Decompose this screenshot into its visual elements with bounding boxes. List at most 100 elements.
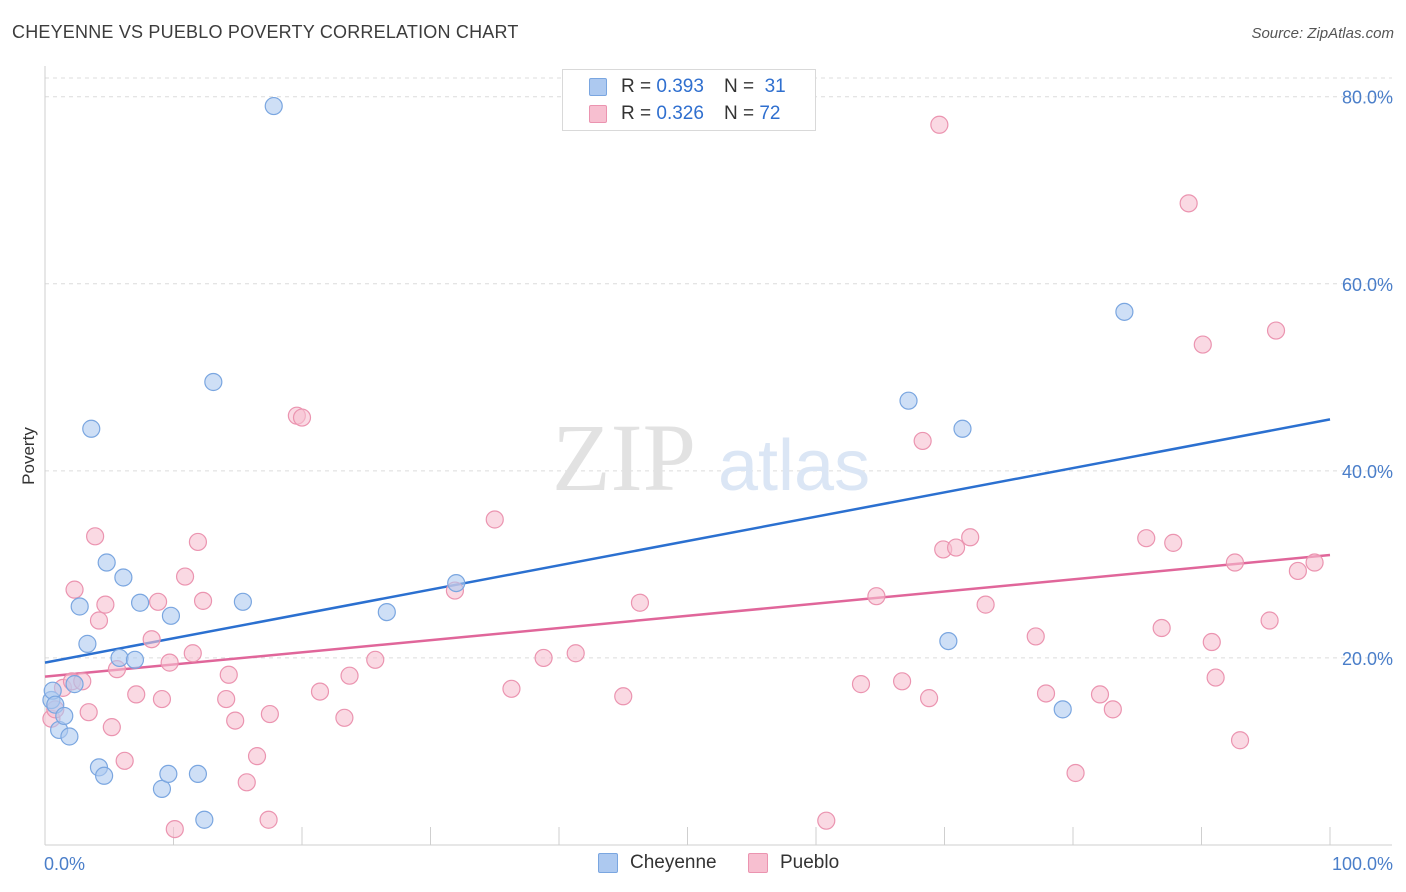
pueblo-point xyxy=(1260,611,1279,630)
y-tick-label: 60.0% xyxy=(1342,275,1393,295)
cheyenne-point xyxy=(264,96,283,116)
cheyenne-point xyxy=(159,764,178,784)
pueblo-point xyxy=(127,685,146,704)
cheyenne-point xyxy=(55,706,74,726)
pueblo-point xyxy=(485,510,504,529)
pueblo-point xyxy=(946,538,966,557)
cheyenne-swatch xyxy=(598,853,618,873)
cheyenne-point xyxy=(95,766,114,785)
pueblo-point xyxy=(913,431,932,451)
cheyenne-point xyxy=(97,553,116,572)
x-tick-label: 100.0% xyxy=(1332,854,1393,874)
grid-lines xyxy=(45,77,1392,659)
pueblo-point xyxy=(1066,763,1085,783)
pueblo-point xyxy=(183,644,202,663)
pueblo-point xyxy=(1288,561,1307,581)
pueblo-point xyxy=(89,611,109,630)
pueblo-point xyxy=(160,653,179,672)
pueblo-point xyxy=(534,648,553,668)
pueblo-point xyxy=(340,666,359,685)
pueblo-point xyxy=(1225,553,1245,572)
pueblo-point xyxy=(152,689,172,709)
legend-n-label: N = xyxy=(723,76,755,97)
pueblo-point xyxy=(1137,529,1156,548)
cheyenne-point xyxy=(377,602,396,622)
pueblo-point xyxy=(366,650,385,669)
legend: R = 0.393 N = 31 R = 0.326 N = 72 xyxy=(562,69,816,131)
cheyenne-point xyxy=(125,650,145,669)
pueblo-point xyxy=(260,704,279,724)
y-axis-label: Poverty xyxy=(19,427,38,485)
pueblo-swatch xyxy=(748,853,768,873)
pueblo-swatch xyxy=(589,105,607,123)
pueblo-point xyxy=(1026,627,1045,646)
x-tick-label: 0.0% xyxy=(44,854,85,874)
cheyenne-point xyxy=(78,634,97,653)
y-tick-labels: 20.0% 40.0% 60.0% 80.0% xyxy=(1342,88,1393,669)
legend-r-value: 0.326 xyxy=(656,103,704,124)
cheyenne-point xyxy=(70,597,89,616)
cheyenne-trend-line xyxy=(44,418,1331,664)
pueblo-point xyxy=(1103,700,1122,719)
pueblo-point xyxy=(86,527,105,546)
pueblo-point xyxy=(1266,321,1286,340)
bottom-legend-cheyenne: Cheyenne xyxy=(598,852,717,874)
pueblo-point xyxy=(961,528,980,547)
cheyenne-point xyxy=(82,419,101,438)
pueblo-point xyxy=(976,595,995,614)
cheyenne-point xyxy=(161,606,181,625)
cheyenne-point xyxy=(447,573,466,593)
chart-title: CHEYENNE VS PUEBLO POVERTY CORRELATION C… xyxy=(12,22,519,42)
pueblo-point xyxy=(247,747,267,766)
pueblo-point xyxy=(142,630,161,649)
legend-n-value: 72 xyxy=(759,103,781,124)
pueblo-point xyxy=(237,773,256,792)
pueblo-point xyxy=(115,751,134,770)
pueblo-label: Pueblo xyxy=(780,852,840,873)
pueblo-point xyxy=(193,591,213,610)
pueblo-trend-line xyxy=(44,553,1331,678)
legend-n-value: 31 xyxy=(764,76,786,97)
pueblo-point xyxy=(566,644,585,663)
cheyenne-point xyxy=(114,568,133,587)
pueblo-point xyxy=(1305,553,1324,572)
pueblo-point xyxy=(1202,632,1221,652)
cheyenne-point xyxy=(195,810,214,829)
pueblo-point xyxy=(335,708,354,727)
pueblo-point xyxy=(96,595,115,614)
data-points xyxy=(42,96,1324,839)
y-tick-label: 20.0% xyxy=(1342,649,1393,669)
pueblo-point xyxy=(892,672,912,691)
pueblo-point xyxy=(165,819,184,839)
cheyenne-point xyxy=(152,779,172,798)
watermark-atlas: atlas xyxy=(718,426,870,506)
pueblo-point xyxy=(1152,618,1171,638)
pueblo-point xyxy=(79,703,98,722)
pueblo-point xyxy=(217,689,236,709)
pueblo-point xyxy=(310,682,330,701)
pueblo-point xyxy=(219,665,238,684)
cheyenne-point xyxy=(60,727,79,746)
cheyenne-point xyxy=(1115,302,1134,321)
pueblo-point xyxy=(65,580,84,599)
cheyenne-point xyxy=(130,593,150,612)
pueblo-point xyxy=(930,115,949,134)
pueblo-point xyxy=(502,679,521,698)
legend-row-pueblo: R = 0.326 N = 72 xyxy=(589,102,780,126)
cheyenne-point xyxy=(110,648,129,668)
cheyenne-point xyxy=(899,391,918,410)
pueblo-point xyxy=(851,675,871,694)
legend-row-cheyenne: R = 0.393 N = 31 xyxy=(589,75,786,99)
cheyenne-point xyxy=(65,675,84,694)
pueblo-point xyxy=(102,718,121,737)
cheyenne-point xyxy=(204,372,223,392)
y-tick-label: 80.0% xyxy=(1342,88,1393,108)
chart-source: Source: ZipAtlas.com xyxy=(1251,25,1394,42)
pueblo-point xyxy=(630,593,650,612)
pueblo-point xyxy=(867,587,886,606)
legend-r-value: 0.393 xyxy=(656,76,704,97)
pueblo-point xyxy=(148,592,168,611)
cheyenne-point xyxy=(188,764,208,784)
pueblo-point xyxy=(1206,668,1225,687)
pueblo-point xyxy=(292,408,312,427)
